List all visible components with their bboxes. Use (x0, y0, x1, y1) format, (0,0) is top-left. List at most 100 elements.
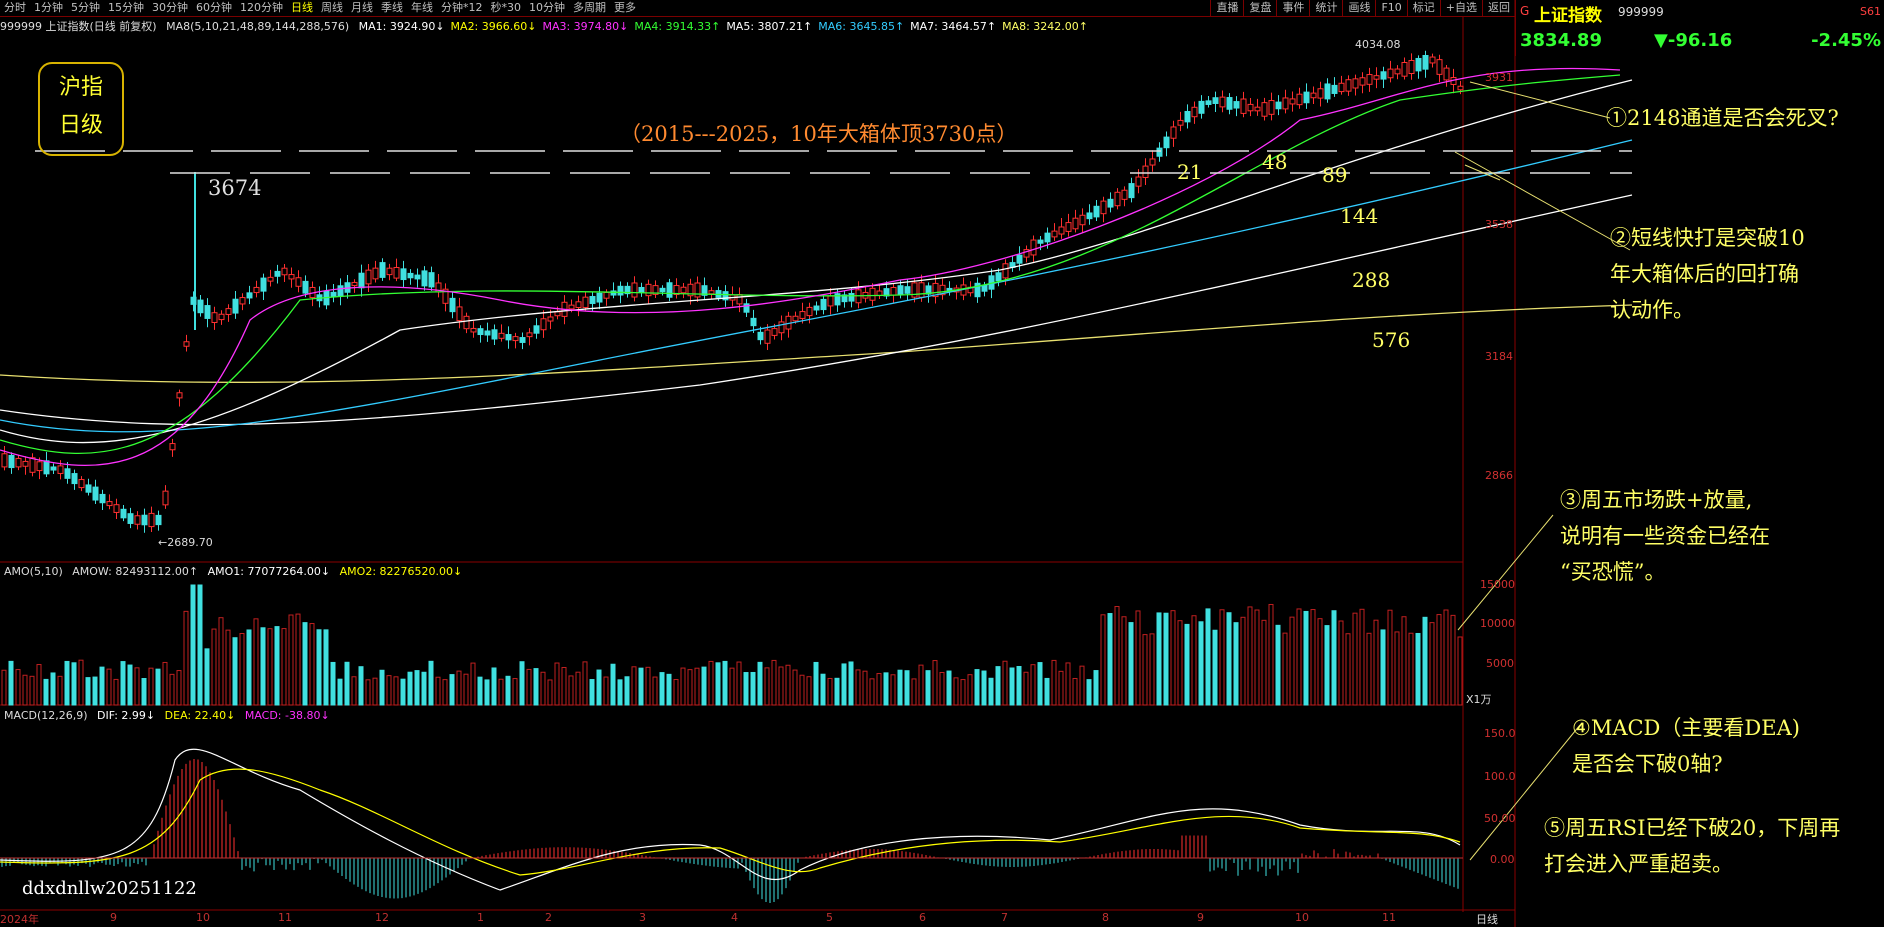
candle (1401, 61, 1408, 77)
period-tab[interactable]: 1分钟 (34, 1, 63, 14)
candle (1121, 189, 1128, 200)
volume-bar (449, 674, 455, 706)
candle (820, 298, 827, 311)
candle (939, 284, 946, 296)
candle (1254, 106, 1261, 112)
period-tab[interactable]: 更多 (614, 1, 636, 14)
toolbar-button[interactable]: 统计 (1309, 0, 1342, 16)
candle (1247, 103, 1254, 112)
volume-bar (1142, 634, 1148, 706)
candle (36, 461, 43, 472)
volume-bar (855, 669, 861, 706)
period-tab[interactable]: 30分钟 (152, 1, 188, 14)
candle (183, 341, 190, 347)
candle (757, 331, 764, 341)
note-1: ①2148通道是否会死叉? (1606, 106, 1839, 130)
index-code: 999999 (1618, 5, 1664, 19)
period-tab[interactable]: 多周期 (573, 1, 606, 14)
volume-bar (386, 675, 392, 706)
period-tab[interactable]: 年线 (411, 1, 433, 14)
candle (1310, 92, 1317, 99)
macd-axis-label: 100.0 (1484, 770, 1516, 783)
x-axis-period-label: 日线 (1476, 913, 1498, 926)
volume-bar (1121, 616, 1127, 706)
period-tab[interactable]: 周线 (321, 1, 343, 14)
candle (897, 285, 904, 296)
toolbar-button[interactable]: 直播 (1210, 0, 1243, 16)
corner-code: S61 (1860, 5, 1881, 18)
volume-bar (134, 667, 140, 706)
period-tab[interactable]: 5分钟 (71, 1, 100, 14)
amo-axis-label: 15000 (1480, 578, 1515, 591)
candle (253, 286, 260, 294)
macd-legend-macd: MACD: -38.80↓ (244, 709, 330, 722)
period-tab[interactable]: 分钟*12 (441, 1, 483, 14)
volume-bar (925, 670, 931, 706)
volume-bar (848, 661, 854, 706)
date-axis-label: 11 (278, 911, 292, 924)
ma-legend-title: 999999 上证指数(日线 前复权) (0, 20, 157, 33)
ma-legend-params: MA8(5,10,21,48,89,144,288,576) (166, 20, 350, 33)
candle (330, 291, 337, 298)
candle (414, 274, 421, 280)
candle (162, 490, 169, 506)
candle (1184, 110, 1191, 123)
toolbar-right-buttons: 直播 复盘 事件 统计 画线 F10 标记 +自选 返回 (1210, 0, 1515, 16)
period-tab[interactable]: 10分钟 (529, 1, 565, 14)
volume-bar (638, 667, 644, 706)
candle (1219, 96, 1226, 108)
volume-bar (190, 584, 196, 706)
volume-bar (729, 667, 735, 706)
index-name[interactable]: 上证指数 (1534, 6, 1602, 26)
date-axis-label: 9 (110, 911, 117, 924)
period-tab[interactable]: 120分钟 (240, 1, 283, 14)
volume-bar (946, 670, 952, 706)
candle (1282, 97, 1289, 110)
candle (1373, 75, 1380, 80)
volume-bar (1233, 622, 1239, 706)
ma-legend: 999999 上证指数(日线 前复权) MA8(5,10,21,48,89,14… (0, 18, 1100, 34)
volume-bar (127, 664, 133, 706)
toolbar-button[interactable]: 返回 (1482, 0, 1515, 16)
period-tab[interactable]: 15分钟 (108, 1, 144, 14)
volume-bar (78, 659, 84, 706)
volume-bar (603, 676, 609, 706)
period-tab[interactable]: 分时 (4, 1, 26, 14)
toolbar-button[interactable]: F10 (1375, 0, 1406, 16)
period-tab[interactable]: 秒*30 (490, 1, 522, 14)
toolbar-button[interactable]: 画线 (1342, 0, 1375, 16)
period-tab[interactable]: 60分钟 (196, 1, 232, 14)
period-tab[interactable]: 月线 (351, 1, 373, 14)
candle (533, 325, 540, 334)
candle (421, 270, 428, 287)
volume-bar (183, 610, 189, 706)
candle (106, 501, 113, 507)
macd-legend-dea: DEA: 22.40↓ (164, 709, 236, 722)
volume-bar (1212, 629, 1218, 706)
candle (1345, 79, 1352, 92)
ma576-label: 576 (1372, 328, 1411, 352)
volume-bar (1254, 609, 1260, 706)
toolbar-button[interactable]: +自选 (1439, 0, 1482, 16)
volume-bar (960, 679, 966, 706)
candle (15, 457, 22, 468)
candle (834, 293, 841, 306)
period-tab[interactable]: 季线 (381, 1, 403, 14)
toolbar-button[interactable]: 复盘 (1243, 0, 1276, 16)
candle (1268, 100, 1275, 115)
candle (141, 514, 148, 526)
volume-bar (1128, 622, 1134, 706)
toolbar-button[interactable]: 事件 (1276, 0, 1309, 16)
candle (120, 508, 127, 519)
volume-bar (1198, 621, 1204, 706)
candle (554, 311, 561, 317)
toolbar-button[interactable]: 标记 (1406, 0, 1440, 16)
volume-bar (722, 660, 728, 706)
volume-bar (1107, 613, 1113, 706)
candle (386, 267, 393, 276)
candle (71, 473, 78, 485)
macd-dif-line (0, 748, 1461, 891)
volume-bar (897, 669, 903, 706)
period-tab[interactable]: 日线 (291, 1, 313, 14)
